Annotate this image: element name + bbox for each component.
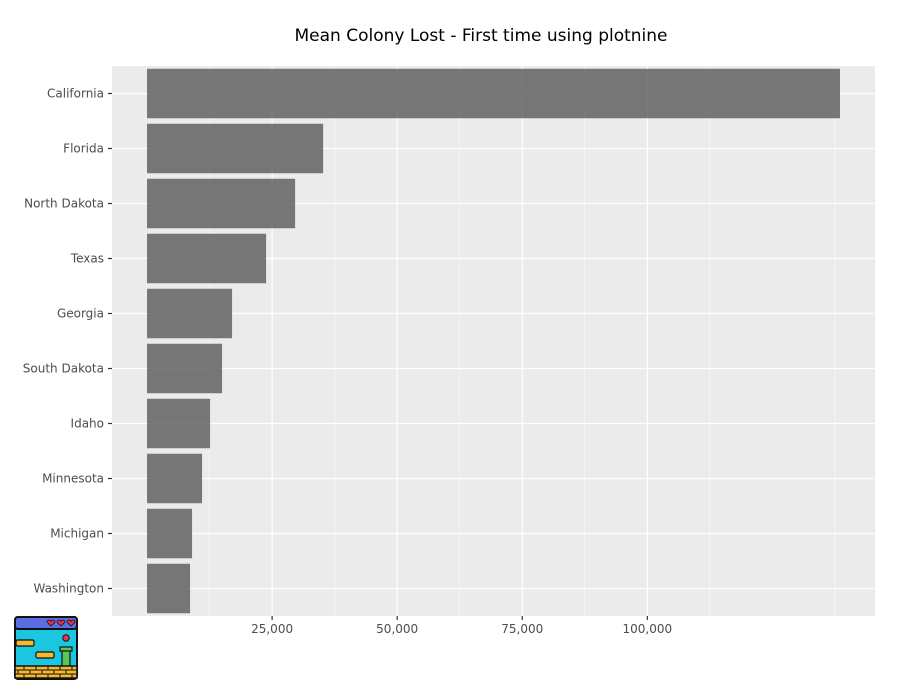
x-tick-label: 75,000	[501, 622, 543, 636]
y-tick-label: North Dakota	[24, 197, 104, 211]
bar-florida	[147, 123, 324, 174]
chart-title: Mean Colony Lost - First time using plot…	[294, 26, 668, 46]
x-tick-label: 25,000	[251, 622, 293, 636]
bar-north-dakota	[147, 178, 296, 229]
game-logo-icon	[14, 616, 78, 680]
bar-idaho	[147, 398, 211, 449]
bars	[147, 68, 840, 614]
y-tick-label: Georgia	[57, 307, 104, 321]
bar-south-dakota	[147, 343, 223, 394]
y-tick-label: Texas	[70, 252, 104, 266]
y-tick-label: Idaho	[71, 417, 104, 431]
y-tick-label: Michigan	[50, 527, 104, 541]
minor-gridlines	[209, 66, 836, 616]
bar-georgia	[147, 288, 233, 339]
bar-minnesota	[147, 453, 203, 504]
y-tick-label: Minnesota	[42, 472, 104, 486]
bar-texas	[147, 233, 267, 284]
y-axis: California Florida North Dakota Texas Georgi…	[23, 87, 112, 596]
y-tick-label: South Dakota	[23, 362, 104, 376]
y-tick-label: Washington	[33, 582, 104, 596]
x-axis: 25,000 50,000 75,000 100,000	[251, 616, 672, 636]
x-tick-label: 50,000	[376, 622, 418, 636]
bar-michigan	[147, 508, 193, 559]
bar-washington	[147, 563, 191, 614]
major-gridlines	[112, 66, 875, 616]
x-tick-label: 100,000	[623, 622, 673, 636]
y-tick-label: Florida	[63, 142, 104, 156]
y-tick-label: California	[47, 87, 104, 101]
bar-california	[147, 68, 840, 119]
